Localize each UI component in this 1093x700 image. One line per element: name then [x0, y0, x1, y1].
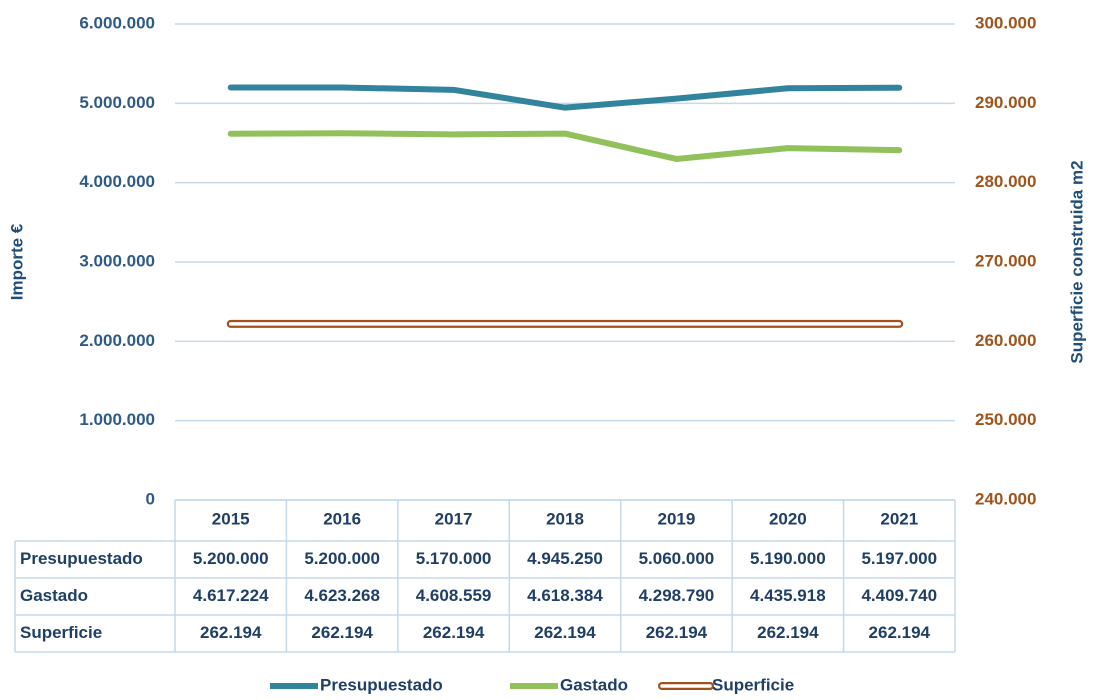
y2-axis-label: Superficie construida m2	[1067, 160, 1086, 363]
table-cell: 4.945.250	[527, 549, 603, 568]
x-tick-label: 2021	[880, 509, 918, 528]
y2-tick-label: 290.000	[975, 93, 1036, 112]
y-tick-label: 5.000.000	[79, 93, 155, 112]
y2-tick-label: 270.000	[975, 251, 1036, 270]
table-cell: 4.409.740	[861, 586, 937, 605]
table-cell: 5.170.000	[416, 549, 492, 568]
table-cell: 262.194	[423, 623, 485, 642]
table-cell: 4.618.384	[527, 586, 603, 605]
series-line	[227, 130, 903, 162]
table-cell: 5.060.000	[639, 549, 715, 568]
table-cell: 4.608.559	[416, 586, 492, 605]
table-row-label: Superficie	[20, 623, 102, 642]
table-cell: 5.200.000	[304, 549, 380, 568]
x-tick-label: 2017	[435, 509, 473, 528]
table-cell: 262.194	[534, 623, 596, 642]
table-cell: 262.194	[311, 623, 373, 642]
table-cell: 262.194	[646, 623, 708, 642]
y-tick-label: 1.000.000	[79, 410, 155, 429]
series-line	[227, 84, 903, 111]
x-tick-label: 2020	[769, 509, 807, 528]
y2-tick-label: 260.000	[975, 331, 1036, 350]
y2-tick-label: 250.000	[975, 410, 1036, 429]
y-tick-label: 4.000.000	[79, 172, 155, 191]
y2-tick-label: 300.000	[975, 13, 1036, 32]
table-cell: 262.194	[200, 623, 262, 642]
table-row-label: Gastado	[20, 586, 88, 605]
y-tick-label: 0	[146, 489, 155, 508]
table-cell: 262.194	[757, 623, 819, 642]
x-tick-label: 2018	[546, 509, 584, 528]
table-cell: 262.194	[869, 623, 931, 642]
legend-label: Presupuestado	[320, 675, 443, 694]
table-row-label: Presupuestado	[20, 549, 143, 568]
table-cell: 5.197.000	[861, 549, 937, 568]
y-tick-label: 2.000.000	[79, 331, 155, 350]
table-cell: 4.298.790	[639, 586, 715, 605]
table-cell: 5.200.000	[193, 549, 269, 568]
table-cell: 4.617.224	[193, 586, 269, 605]
y2-tick-label: 280.000	[975, 172, 1036, 191]
table-cell: 4.623.268	[304, 586, 380, 605]
x-tick-label: 2019	[658, 509, 696, 528]
x-tick-label: 2015	[212, 509, 250, 528]
table-cell: 4.435.918	[750, 586, 826, 605]
y-axis-label: Importe €	[7, 223, 26, 300]
y-tick-label: 3.000.000	[79, 251, 155, 270]
y2-tick-label: 240.000	[975, 489, 1036, 508]
legend-label: Superficie	[712, 675, 794, 694]
table-cell: 5.190.000	[750, 549, 826, 568]
y-tick-label: 6.000.000	[79, 13, 155, 32]
x-tick-label: 2016	[323, 509, 361, 528]
legend-label: Gastado	[560, 675, 628, 694]
